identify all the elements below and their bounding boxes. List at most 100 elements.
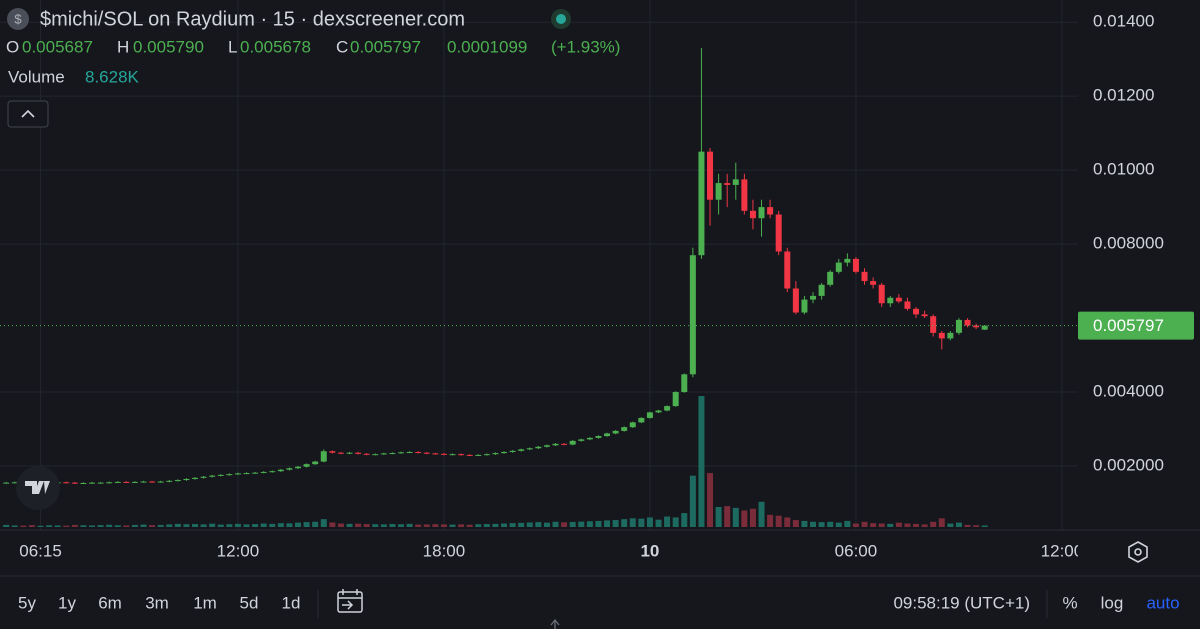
scale-option[interactable]: log	[1101, 593, 1124, 612]
range-button[interactable]: 5d	[240, 593, 259, 612]
range-button[interactable]: 6m	[98, 593, 122, 612]
settings-icon[interactable]	[1128, 541, 1148, 563]
token-icon-text: $	[14, 11, 22, 26]
volume-bar	[646, 517, 653, 527]
candle-body	[561, 443, 568, 445]
toolbar: 5y 1y 6m 3m 1m 5d 1d 09:58:19 (UTC+1)% log auto	[18, 593, 1180, 612]
volume-bar	[209, 523, 216, 527]
volume-bar	[913, 523, 920, 527]
candle-body	[466, 454, 473, 456]
candle-body	[226, 474, 233, 476]
volume-bar	[380, 524, 387, 527]
volume-bar	[629, 518, 636, 527]
readout-value: 0.005797	[350, 37, 421, 56]
volume-bar	[638, 518, 645, 527]
readout-change: 0.0001099	[447, 37, 527, 56]
collapse-button[interactable]	[7, 100, 49, 128]
volume-bar	[509, 523, 516, 527]
candle-body	[157, 481, 164, 483]
volume-bar	[97, 525, 104, 527]
volume-bar	[784, 517, 791, 527]
volume-bar	[449, 524, 456, 527]
last-price-label: 0.005797	[1093, 316, 1164, 335]
volume-bar	[123, 525, 130, 527]
range-button[interactable]: 3m	[145, 593, 169, 612]
volume-bar	[561, 522, 568, 527]
volume-label: Volume	[8, 67, 65, 86]
volume-bar	[810, 521, 817, 527]
volume-bar	[466, 524, 473, 527]
candle-body	[861, 271, 868, 282]
date-range-icon[interactable]	[337, 591, 363, 613]
scale-option[interactable]: auto	[1146, 593, 1179, 612]
volume-bar	[835, 522, 842, 527]
candle-body	[209, 475, 216, 477]
volume-bar	[166, 524, 173, 527]
candle-body	[535, 446, 542, 449]
range-button[interactable]: 1y	[58, 593, 76, 612]
volume-bar	[981, 525, 988, 527]
readout-label: C	[336, 37, 348, 56]
volume-bar	[406, 523, 413, 527]
candle-body	[981, 325, 988, 330]
volume-bar	[612, 520, 619, 527]
candle-body	[217, 474, 224, 476]
volume-bar	[114, 525, 121, 527]
volume-bar	[501, 523, 508, 527]
volume-bar	[715, 506, 722, 527]
volume-bar	[947, 523, 954, 527]
range-button[interactable]: 1d	[282, 593, 301, 612]
candle-body	[852, 258, 859, 272]
candle-body	[346, 452, 353, 454]
candle-body	[440, 453, 447, 455]
volume-bar	[243, 524, 250, 527]
expand-arrow[interactable]	[550, 618, 560, 629]
candle-body	[303, 464, 310, 467]
token-icon	[7, 8, 29, 30]
candle-body	[921, 314, 928, 317]
volume-bar	[329, 522, 336, 527]
candle-body	[123, 481, 130, 483]
candle-body	[895, 297, 902, 302]
volume-bar	[389, 524, 396, 527]
volume-bar	[895, 522, 902, 527]
volume-bar	[140, 524, 147, 527]
candle-body	[3, 482, 10, 484]
volume-bar	[149, 525, 156, 527]
readout-label: H	[117, 37, 129, 56]
volume-bar	[543, 522, 550, 527]
candle-body	[483, 454, 490, 456]
volume-bar	[192, 524, 199, 527]
range-button[interactable]: 5y	[18, 593, 36, 612]
candle-body	[621, 427, 628, 431]
status-dot	[556, 14, 566, 24]
candle-body	[655, 410, 662, 413]
clock: 09:58:19 (UTC+1)	[893, 593, 1030, 612]
candle-body	[329, 451, 336, 453]
plot-area	[0, 0, 1080, 530]
volume-bar	[458, 524, 465, 527]
range-button[interactable]: 1m	[193, 593, 217, 612]
candle-body	[552, 443, 559, 446]
volume-bar	[707, 473, 714, 527]
candle-body	[11, 482, 18, 484]
volume-bar	[398, 524, 405, 527]
scale-option[interactable]: %	[1062, 593, 1077, 612]
volume-bar	[157, 524, 164, 527]
candle-body	[269, 471, 276, 473]
candle-body	[458, 454, 465, 456]
volume-bar	[320, 519, 327, 527]
candle-body	[844, 258, 851, 263]
volume-bar	[578, 521, 585, 527]
candle-body	[243, 473, 250, 475]
volume-bar	[595, 520, 602, 527]
volume-bar	[303, 522, 310, 527]
y-tick-label: 0.002000	[1093, 455, 1164, 474]
candle-body	[543, 445, 550, 447]
volume-bar	[432, 524, 439, 527]
volume-bar	[80, 525, 87, 527]
candle-body	[715, 183, 722, 200]
